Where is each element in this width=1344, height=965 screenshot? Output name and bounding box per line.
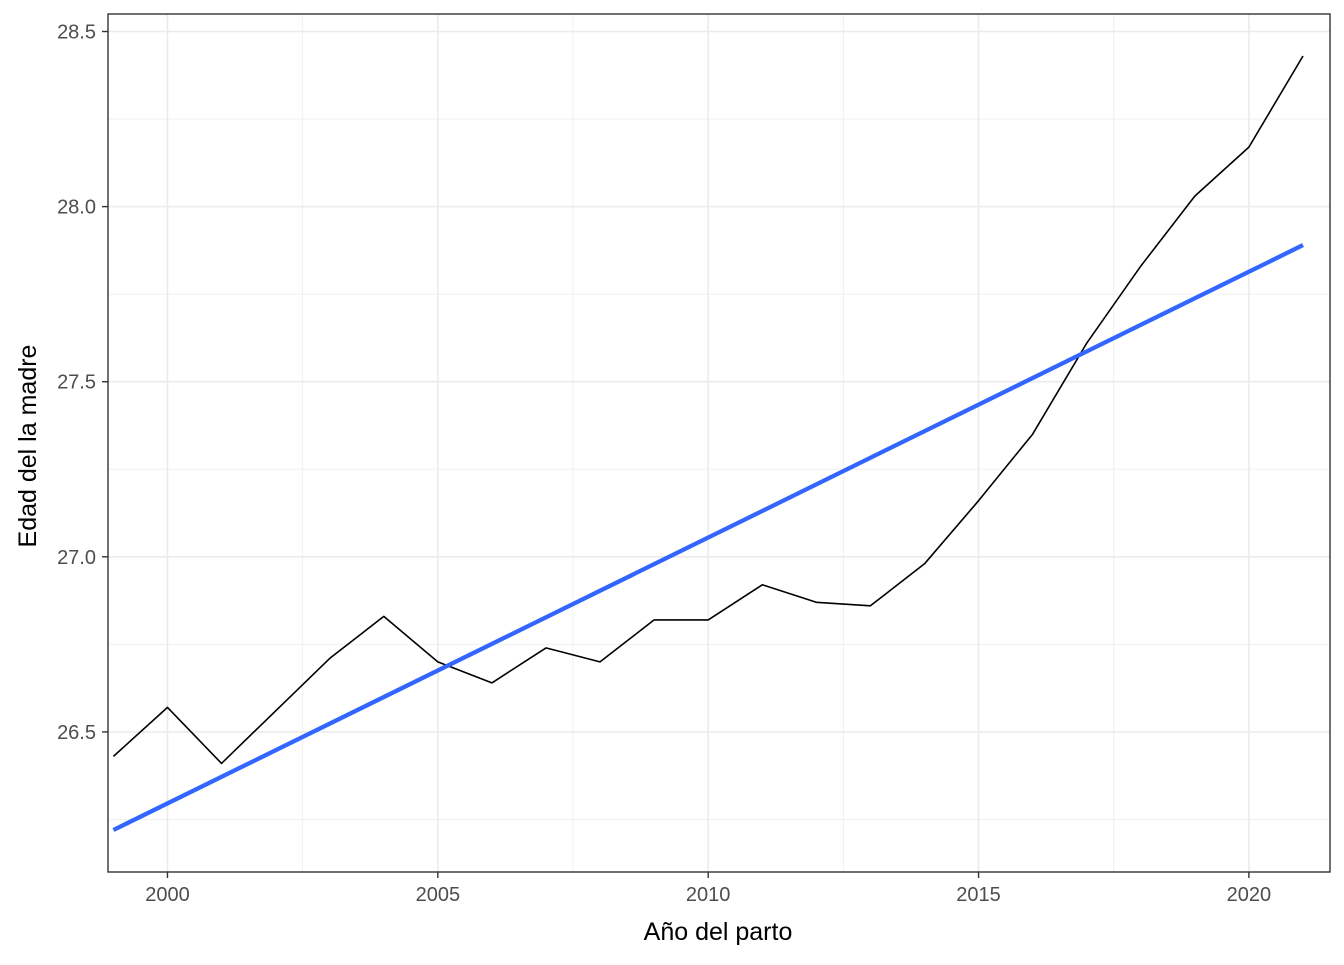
- y-axis-label: Edad del la madre: [14, 345, 42, 548]
- x-tick-label: 2000: [145, 884, 190, 906]
- y-tick-label: 28.0: [57, 197, 96, 219]
- x-tick-label: 2005: [416, 884, 461, 906]
- y-tick-label: 27.5: [57, 372, 96, 394]
- x-axis: 2000 2005 2010 2015 2020: [145, 872, 1271, 906]
- y-tick-label: 26.5: [57, 722, 96, 744]
- x-tick-label: 2010: [686, 884, 731, 906]
- grid-major: [108, 14, 1330, 872]
- series-line: [112, 55, 1304, 765]
- panel-border: [107, 13, 1331, 873]
- trend-line: [112, 243, 1304, 832]
- grid-minor: [108, 14, 1330, 872]
- y-tick-label: 27.0: [57, 547, 96, 569]
- x-tick-label: 2020: [1227, 884, 1272, 906]
- y-tick-label: 28.5: [57, 22, 96, 44]
- x-axis-label: Año del parto: [644, 918, 793, 946]
- series-layer: [112, 55, 1304, 832]
- y-axis: 26.5 27.0 27.5 28.0 28.5: [57, 22, 108, 744]
- x-tick-label: 2015: [956, 884, 1001, 906]
